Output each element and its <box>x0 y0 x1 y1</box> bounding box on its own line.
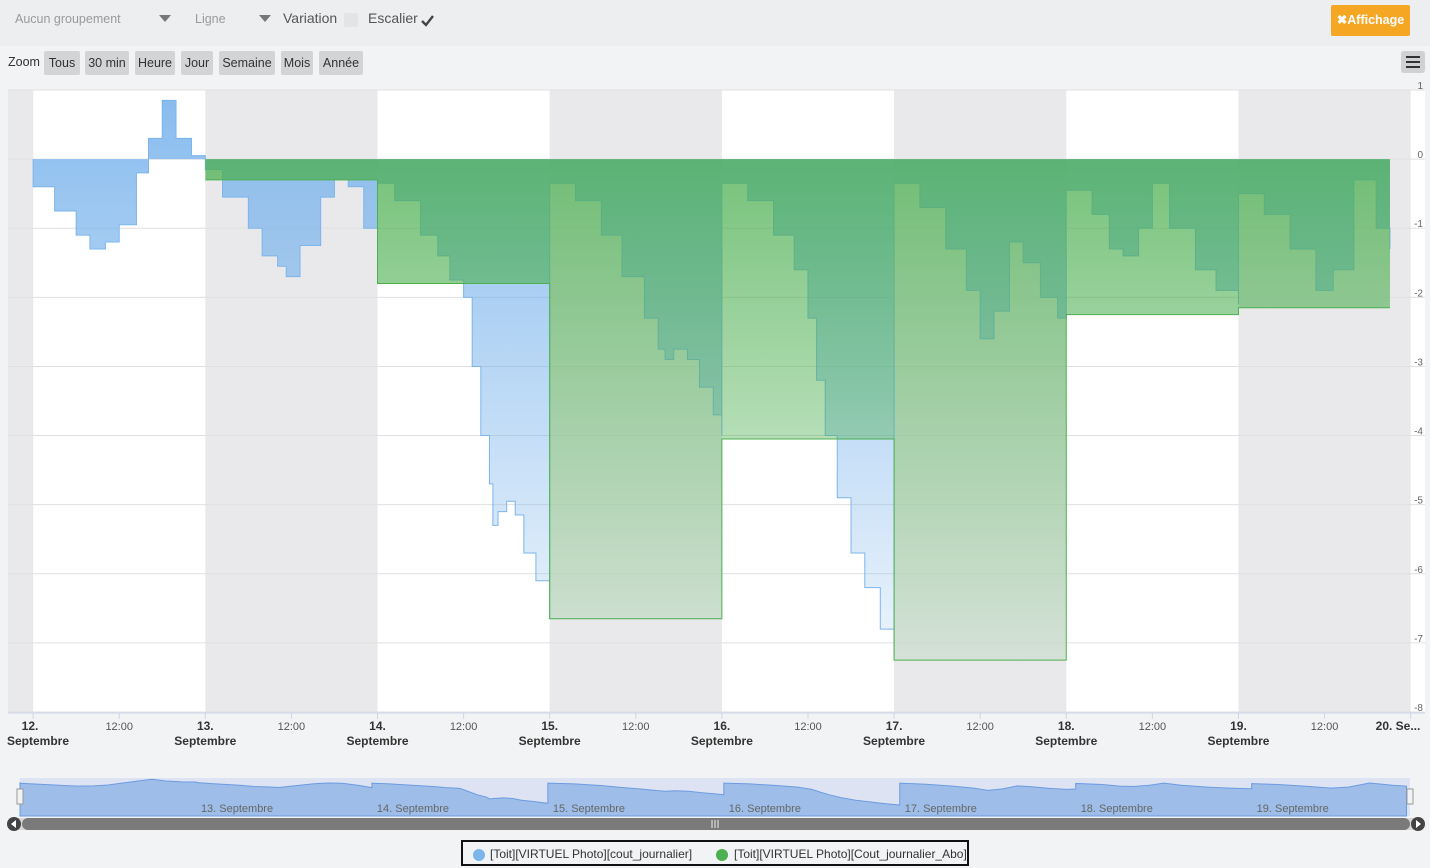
y-tick-label: -4 <box>1414 427 1423 438</box>
navigator-label: 13. Septembre <box>201 803 273 815</box>
legend: [Toit][VIRTUEL Photo][cout_journalier] [… <box>461 840 969 866</box>
x-tick-label: 16. <box>714 719 731 733</box>
navigator-label: 15. Septembre <box>553 803 625 815</box>
legend-item-cout-journalier-abo[interactable]: [Toit][VIRTUEL Photo][Cout_journalier_Ab… <box>734 847 967 861</box>
navigator-label: 19. Septembre <box>1257 803 1329 815</box>
x-tick-label-month: Septembre <box>346 734 408 748</box>
x-tick-label-month: Septembre <box>863 734 925 748</box>
x-tick-label: 14. <box>369 719 386 733</box>
x-tick-label-noon: 12:00 <box>794 721 822 733</box>
x-tick-label-month: Septembre <box>1207 734 1269 748</box>
x-tick-label: 19. <box>1230 719 1247 733</box>
x-tick-label-noon: 12:00 <box>1311 721 1339 733</box>
navigator-label: 18. Septembre <box>1081 803 1153 815</box>
navigator-label: 14. Septembre <box>377 803 449 815</box>
y-tick-label: 1 <box>1417 81 1423 92</box>
legend-marker-cout-journalier-abo <box>716 849 728 861</box>
scrollbar-thumb <box>22 818 1410 830</box>
navigator-label: 17. Septembre <box>905 803 977 815</box>
x-tick-label-month: Septembre <box>519 734 581 748</box>
y-tick-label: -5 <box>1414 496 1423 507</box>
y-tick-label: -2 <box>1414 288 1423 299</box>
legend-marker-cout-journalier <box>473 849 485 861</box>
navigator-label: 16. Septembre <box>729 803 801 815</box>
x-tick-label-month: Septembre <box>691 734 753 748</box>
x-tick-label-noon: 12:00 <box>1139 721 1167 733</box>
x-tick-label-month: Septembre <box>1035 734 1097 748</box>
y-tick-label: -1 <box>1414 219 1423 230</box>
y-tick-label: -7 <box>1414 634 1423 645</box>
navigator-handle-left <box>17 789 23 804</box>
x-tick-label-noon: 12:00 <box>450 721 478 733</box>
x-tick-label-month: Septembre <box>7 734 69 748</box>
y-tick-label: -6 <box>1414 565 1423 576</box>
x-tick-label: 20. Se... <box>1376 719 1421 733</box>
y-tick-label: -8 <box>1414 703 1423 714</box>
x-tick-label-noon: 12:00 <box>966 721 994 733</box>
x-tick-label-noon: 12:00 <box>278 721 306 733</box>
y-tick-label: -3 <box>1414 357 1423 368</box>
legend-item-cout-journalier[interactable]: [Toit][VIRTUEL Photo][cout_journalier] <box>490 847 692 861</box>
x-tick-label: 15. <box>541 719 558 733</box>
x-tick-label: 13. <box>197 719 214 733</box>
y-tick-label: 0 <box>1417 150 1423 161</box>
x-tick-label-noon: 12:00 <box>105 721 133 733</box>
x-tick-label: 18. <box>1058 719 1075 733</box>
x-tick-label-month: Septembre <box>174 734 236 748</box>
x-tick-label-noon: 12:00 <box>622 721 650 733</box>
x-tick-label: 12. <box>22 719 39 733</box>
day-band <box>8 90 33 712</box>
navigator-handle-right <box>1407 789 1413 804</box>
x-tick-label: 17. <box>886 719 903 733</box>
